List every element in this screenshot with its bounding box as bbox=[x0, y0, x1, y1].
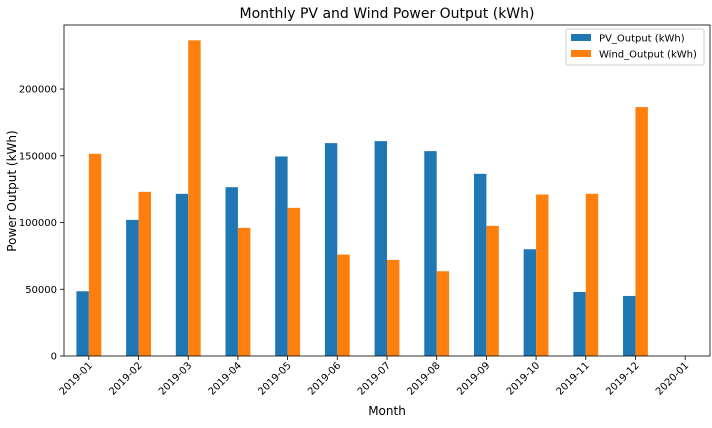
x-axis-label: Month bbox=[368, 404, 406, 418]
legend-swatch bbox=[571, 50, 591, 57]
bar-wind-2019-12 bbox=[635, 107, 648, 356]
y-tick-label: 150000 bbox=[19, 151, 57, 162]
bar-wind-2019-01 bbox=[88, 153, 102, 356]
bar-wind-2019-03 bbox=[188, 40, 201, 357]
x-tick-label: 2019-03 bbox=[157, 360, 194, 397]
x-tick-label: 2019-01 bbox=[58, 360, 95, 397]
y-tick-label: 100000 bbox=[19, 218, 57, 229]
bars-group bbox=[76, 40, 648, 357]
plot-frame bbox=[63, 24, 711, 357]
bar-wind-2019-02 bbox=[138, 191, 151, 356]
x-tick-label: 2019-06 bbox=[306, 360, 343, 397]
bar-pv-2019-12 bbox=[623, 295, 636, 356]
legend: PV_Output (kWh) Wind_Output (kWh) bbox=[565, 28, 705, 66]
legend-swatch bbox=[571, 34, 591, 41]
bar-pv-2019-07 bbox=[374, 141, 387, 356]
legend-box bbox=[565, 28, 705, 66]
bar-wind-2019-06 bbox=[337, 254, 350, 356]
x-tick-label: 2019-07 bbox=[356, 360, 393, 397]
y-tick-label: 0 bbox=[51, 352, 57, 363]
bar-pv-2019-01 bbox=[76, 291, 89, 356]
y-axis: 0 50000 100000 150000 200000 bbox=[19, 85, 64, 363]
x-tick-label: 2019-04 bbox=[207, 360, 244, 397]
legend-label: Wind_Output (kWh) bbox=[599, 50, 697, 61]
legend-label: PV_Output (kWh) bbox=[599, 34, 685, 45]
bar-pv-2019-08 bbox=[424, 151, 437, 356]
x-tick-label: 2019-12 bbox=[604, 360, 641, 397]
x-tick-label: 2019-08 bbox=[405, 360, 442, 397]
bar-pv-2019-04 bbox=[225, 187, 238, 356]
y-tick-label: 200000 bbox=[19, 85, 57, 96]
bar-wind-2019-05 bbox=[287, 207, 301, 356]
x-tick-label: 2019-09 bbox=[455, 360, 492, 397]
bar-pv-2019-05 bbox=[275, 156, 288, 356]
bar-pv-2019-10 bbox=[523, 249, 537, 356]
x-axis: 2019-01 2019-02 2019-03 2019-04 2019-05 2019-… bbox=[58, 356, 691, 398]
bar-wind-2019-09 bbox=[486, 225, 499, 356]
bar-pv-2019-11 bbox=[573, 291, 586, 356]
bar-pv-2019-09 bbox=[473, 173, 487, 356]
chart-title: Monthly PV and Wind Power Output (kWh) bbox=[239, 6, 534, 22]
bar-pv-2019-02 bbox=[126, 219, 139, 356]
y-tick-label: 50000 bbox=[25, 285, 57, 296]
bar-wind-2019-10 bbox=[536, 194, 549, 356]
y-axis-label: Power Output (kWh) bbox=[5, 130, 19, 251]
bar-wind-2019-04 bbox=[237, 227, 251, 356]
bar-wind-2019-11 bbox=[585, 193, 599, 356]
bar-wind-2019-07 bbox=[387, 259, 400, 356]
x-tick-label: 2019-10 bbox=[505, 360, 542, 397]
bar-wind-2019-08 bbox=[436, 271, 450, 356]
x-tick-label: 2019-02 bbox=[107, 360, 144, 397]
bar-pv-2019-06 bbox=[324, 143, 338, 356]
x-tick-label: 2019-11 bbox=[555, 360, 592, 397]
x-tick-label: 2019-05 bbox=[256, 360, 293, 397]
bar-pv-2019-03 bbox=[175, 193, 189, 356]
x-tick-label: 2020-01 bbox=[654, 360, 691, 397]
